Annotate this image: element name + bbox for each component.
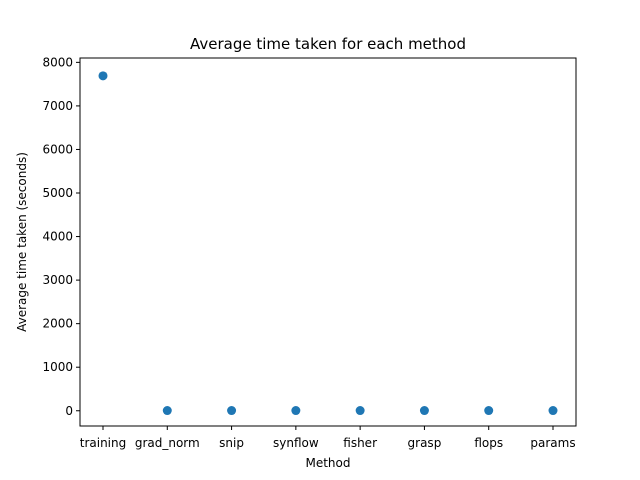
point-grasp [419, 406, 429, 416]
y-axis-label: Average time taken (seconds) [15, 152, 29, 332]
y-tick-label-3: 3000 [42, 273, 73, 287]
y-axis: 0 1000 2000 3000 4000 5000 6000 7000 8000 [42, 55, 80, 418]
y-tick-label-0: 0 [65, 404, 73, 418]
x-tick-label-grad_norm: grad_norm [135, 436, 200, 450]
y-tick-label-2: 2000 [42, 317, 73, 331]
point-grad_norm [162, 406, 172, 416]
y-tick-label-1: 1000 [42, 360, 73, 374]
data-points [98, 71, 558, 416]
x-tick-label-snip: snip [219, 436, 244, 450]
x-axis: training grad_norm snip synflow fisher grasp f… [80, 426, 576, 450]
x-tick-label-params: params [530, 436, 575, 450]
y-tick-label-6: 6000 [42, 142, 73, 156]
x-tick-label-flops: flops [474, 436, 503, 450]
plot-area [79, 57, 577, 427]
x-axis-label: Method [305, 456, 350, 470]
y-tick-label-4: 4000 [42, 230, 73, 244]
x-tick-label-fisher: fisher [343, 436, 377, 450]
x-tick-label-synflow: synflow [273, 436, 319, 450]
point-snip [227, 406, 237, 416]
point-params [548, 406, 558, 416]
point-fisher [355, 406, 365, 416]
point-flops [484, 406, 494, 416]
y-tick-label-8: 8000 [42, 55, 73, 69]
y-tick-label-5: 5000 [42, 186, 73, 200]
y-tick-label-7: 7000 [42, 99, 73, 113]
point-training [98, 71, 108, 81]
chart-title: Average time taken for each method [190, 35, 466, 53]
x-tick-label-training: training [80, 436, 127, 450]
point-synflow [291, 406, 301, 416]
x-tick-label-grasp: grasp [408, 436, 442, 450]
